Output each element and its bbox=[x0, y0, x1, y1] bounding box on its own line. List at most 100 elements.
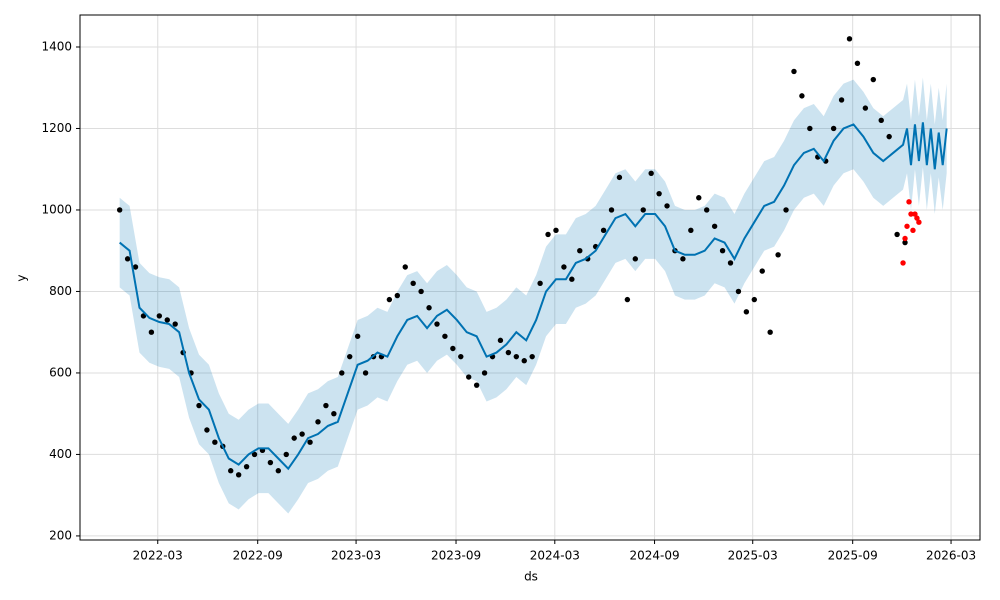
data-point bbox=[912, 211, 918, 217]
plot-frame bbox=[79, 14, 981, 541]
data-point bbox=[283, 451, 289, 458]
data-point bbox=[458, 353, 464, 360]
data-point bbox=[616, 174, 623, 181]
y-tick-label: 1400 bbox=[41, 39, 72, 53]
x-tick-label: 2023-09 bbox=[431, 549, 481, 563]
data-point bbox=[267, 459, 274, 466]
data-point bbox=[442, 333, 448, 339]
data-point bbox=[362, 370, 369, 376]
data-point bbox=[410, 280, 416, 287]
data-point bbox=[323, 402, 329, 409]
data-point bbox=[830, 125, 837, 132]
data-point bbox=[505, 349, 512, 356]
data-point bbox=[426, 305, 432, 311]
data-point bbox=[537, 280, 543, 287]
data-point bbox=[124, 256, 131, 262]
data-point bbox=[513, 353, 520, 360]
data-point bbox=[331, 410, 337, 417]
data-point bbox=[291, 435, 297, 441]
x-tick-label: 2025-03 bbox=[728, 549, 778, 563]
data-point bbox=[862, 105, 869, 111]
data-point bbox=[243, 463, 250, 470]
data-point bbox=[743, 309, 750, 315]
data-point bbox=[688, 227, 694, 234]
data-point bbox=[906, 199, 912, 205]
y-tick-label: 600 bbox=[49, 365, 72, 379]
data-point bbox=[908, 211, 914, 217]
data-point bbox=[767, 329, 773, 335]
x-tick-label: 2025-09 bbox=[828, 549, 878, 563]
data-point bbox=[775, 252, 781, 258]
y-tick-label: 200 bbox=[49, 528, 72, 542]
data-point bbox=[569, 276, 575, 282]
data-point bbox=[696, 195, 702, 201]
data-point bbox=[164, 317, 170, 323]
data-point bbox=[807, 125, 813, 132]
data-point bbox=[521, 358, 527, 364]
data-point bbox=[354, 333, 361, 339]
data-point bbox=[854, 60, 861, 66]
data-point bbox=[418, 288, 424, 295]
data-point bbox=[719, 248, 726, 254]
data-point bbox=[132, 264, 139, 270]
data-point bbox=[212, 439, 218, 445]
data-point bbox=[148, 329, 155, 335]
data-point bbox=[402, 264, 408, 270]
data-point bbox=[735, 288, 742, 295]
data-point bbox=[791, 68, 797, 75]
data-point bbox=[172, 321, 178, 327]
data-point bbox=[727, 260, 734, 266]
data-point bbox=[204, 427, 210, 433]
x-tick-label: 2024-09 bbox=[629, 549, 679, 563]
y-axis-label: y bbox=[15, 274, 29, 281]
data-point bbox=[251, 451, 258, 458]
data-point bbox=[394, 292, 401, 299]
data-point bbox=[529, 353, 535, 360]
data-point bbox=[608, 207, 615, 213]
data-point bbox=[878, 117, 884, 124]
x-tick-label: 2023-03 bbox=[331, 549, 381, 563]
data-point bbox=[704, 207, 710, 213]
data-point bbox=[434, 321, 440, 327]
data-point bbox=[299, 431, 305, 437]
data-point bbox=[894, 231, 900, 238]
data-point bbox=[711, 223, 718, 229]
data-point bbox=[902, 235, 908, 242]
data-point bbox=[680, 256, 686, 262]
data-point bbox=[275, 468, 282, 474]
y-tick-label: 1000 bbox=[41, 202, 72, 216]
data-point bbox=[904, 223, 910, 229]
data-point bbox=[481, 370, 488, 376]
y-tick-label: 800 bbox=[49, 284, 72, 298]
data-point bbox=[307, 439, 313, 445]
x-tick-label: 2026-03 bbox=[926, 549, 976, 563]
data-point bbox=[196, 402, 202, 409]
data-point bbox=[648, 170, 654, 176]
data-point bbox=[450, 345, 456, 352]
data-point bbox=[914, 215, 920, 221]
y-tick-label: 1200 bbox=[41, 121, 72, 135]
data-point bbox=[799, 93, 805, 99]
data-point bbox=[632, 256, 639, 262]
data-point bbox=[156, 313, 163, 319]
data-point bbox=[759, 268, 765, 274]
data-point bbox=[339, 370, 345, 376]
data-point bbox=[235, 472, 242, 478]
data-point bbox=[870, 76, 877, 83]
data-point bbox=[577, 248, 583, 254]
data-point bbox=[656, 190, 662, 197]
data-point bbox=[545, 231, 551, 238]
data-point bbox=[916, 219, 922, 225]
data-point bbox=[473, 382, 480, 388]
data-point bbox=[347, 353, 353, 360]
data-point bbox=[886, 133, 892, 140]
data-point bbox=[640, 207, 646, 213]
data-point bbox=[386, 296, 393, 303]
data-point bbox=[228, 468, 234, 474]
x-tick-label: 2022-03 bbox=[133, 549, 183, 563]
data-point bbox=[664, 203, 670, 209]
forecast-line bbox=[119, 122, 948, 471]
data-point bbox=[910, 227, 916, 234]
data-point bbox=[846, 36, 853, 42]
data-point bbox=[900, 260, 906, 266]
